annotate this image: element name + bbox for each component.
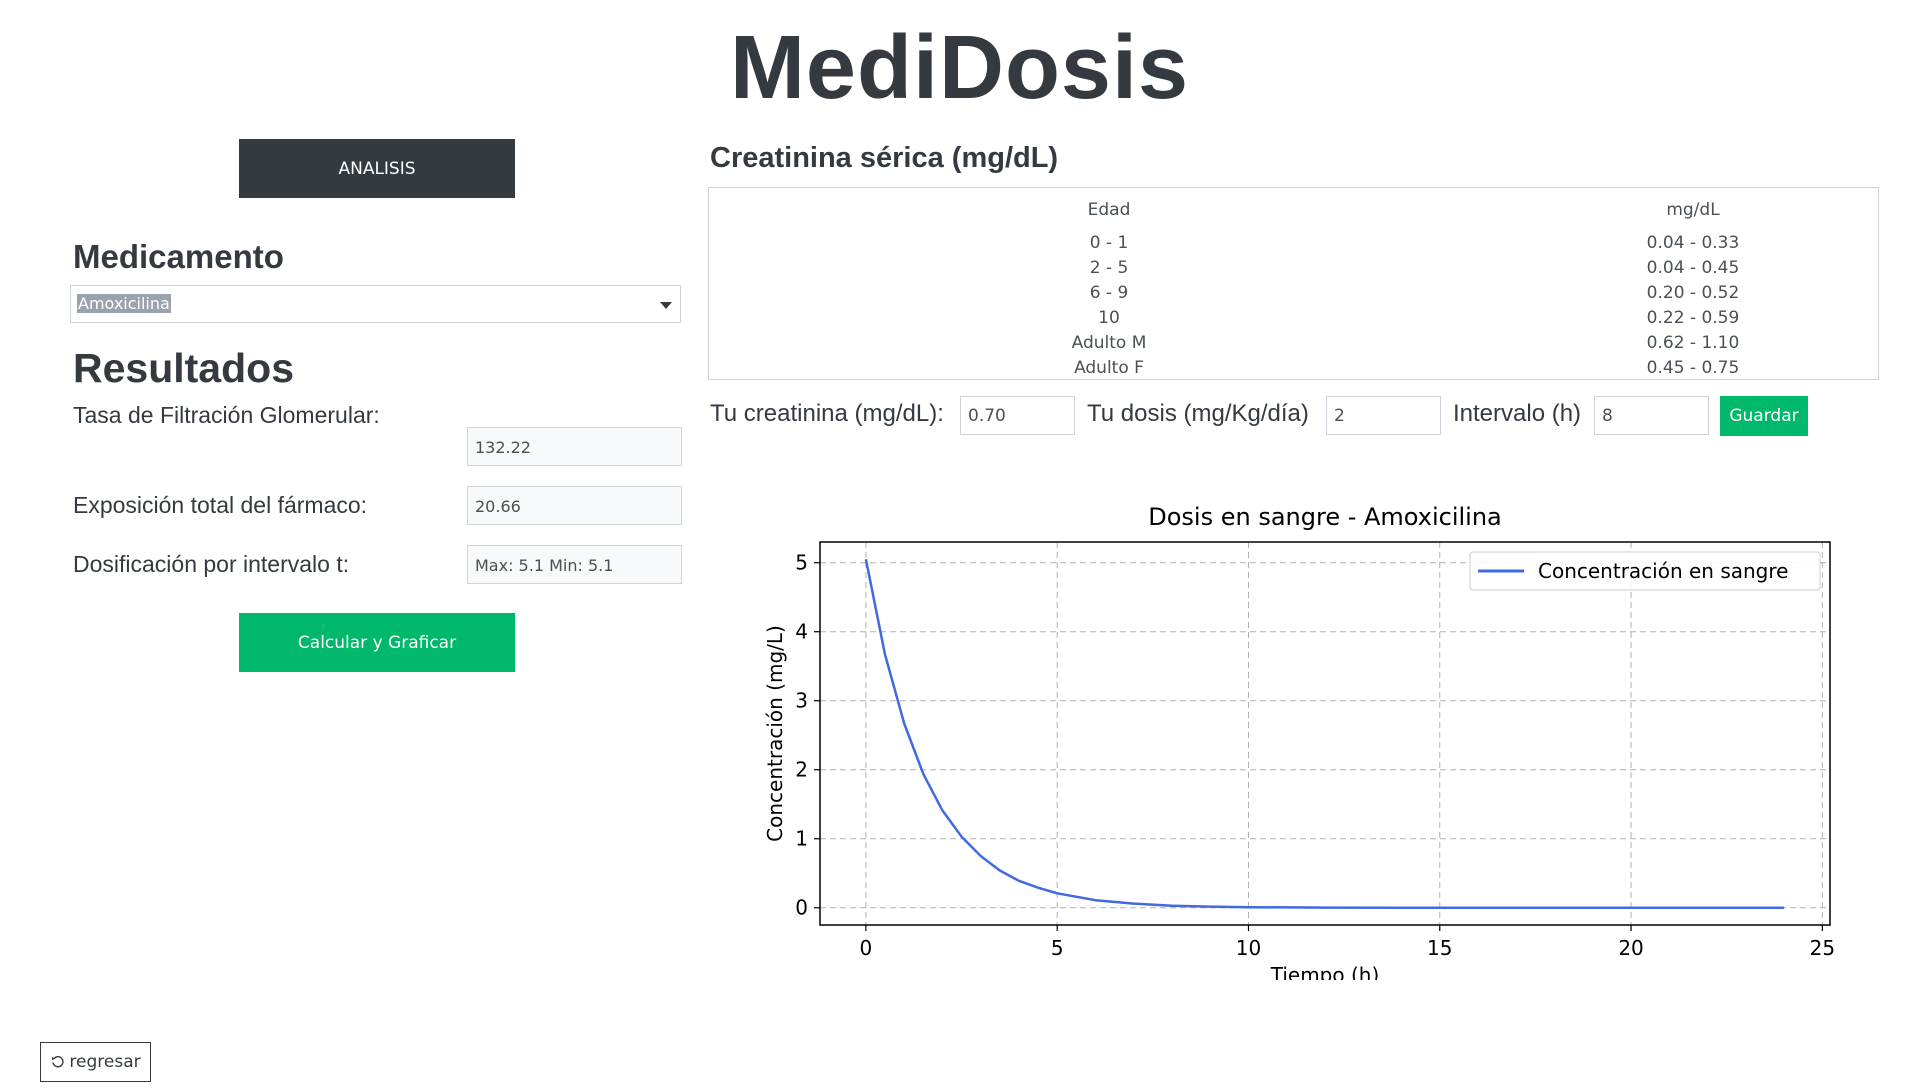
y-tick-label: 1 bbox=[795, 827, 808, 851]
table-cell: 0 - 1 bbox=[1089, 233, 1129, 253]
chevron-down-icon bbox=[660, 302, 672, 309]
dosis-input-label: Tu dosis (mg/Kg/día) bbox=[1087, 400, 1309, 427]
regresar-label: regresar bbox=[69, 1052, 141, 1072]
y-tick-label: 0 bbox=[795, 896, 808, 920]
table-cell: 10 bbox=[1098, 308, 1120, 328]
chart-lines bbox=[864, 559, 1785, 909]
chart-y-axis-label: Concentración (mg/L) bbox=[763, 625, 787, 842]
medicamento-selected-value: Amoxicilina bbox=[77, 294, 171, 313]
guardar-button[interactable]: Guardar bbox=[1720, 396, 1808, 436]
regresar-button[interactable]: regresar bbox=[40, 1042, 151, 1082]
app-title: MediDosis bbox=[729, 18, 1190, 118]
dosis-input[interactable]: 2 bbox=[1326, 396, 1441, 435]
exposicion-label: Exposición total del fármaco: bbox=[73, 492, 368, 518]
table-cell: 0.04 - 0.33 bbox=[1646, 233, 1740, 253]
series-line-concentracion bbox=[864, 559, 1785, 909]
table-header-mgdl: mg/dL bbox=[1666, 200, 1720, 220]
plot-frame bbox=[819, 541, 1831, 926]
creatinina-reference-table: Edad mg/dL 0 - 1 2 - 5 6 - 9 10 Adulto M… bbox=[708, 187, 1879, 380]
x-tick-label: 5 bbox=[1051, 936, 1064, 960]
table-cell: 0.45 - 0.75 bbox=[1646, 358, 1740, 378]
x-tick-label: 0 bbox=[860, 936, 873, 960]
x-tick-label: 20 bbox=[1618, 936, 1643, 960]
table-cell: 2 - 5 bbox=[1089, 258, 1129, 278]
dosificacion-field[interactable]: Max: 5.1 Min: 5.1 bbox=[467, 545, 682, 584]
table-cell: Adulto F bbox=[1074, 358, 1144, 378]
medicamento-heading: Medicamento bbox=[73, 238, 284, 275]
table-cell: 0.22 - 0.59 bbox=[1646, 308, 1740, 328]
undo-icon bbox=[52, 1056, 65, 1068]
table-column-mgdl: 0.04 - 0.33 0.04 - 0.45 0.20 - 0.52 0.22… bbox=[1493, 231, 1893, 381]
table-cell: 0.04 - 0.45 bbox=[1646, 258, 1740, 278]
chart-title: Dosis en sangre - Amoxicilina bbox=[1148, 503, 1501, 531]
intervalo-input-label: Intervalo (h) bbox=[1453, 400, 1582, 427]
legend-entry: Concentración en sangre bbox=[1538, 559, 1788, 583]
table-cell: 6 - 9 bbox=[1089, 283, 1129, 303]
chart-grid bbox=[820, 542, 1830, 925]
creatinina-input-label: Tu creatinina (mg/dL): bbox=[710, 400, 944, 427]
x-tick-label: 10 bbox=[1236, 936, 1261, 960]
creatinina-heading: Creatinina sérica (mg/dL) bbox=[710, 142, 1059, 174]
table-column-edad: 0 - 1 2 - 5 6 - 9 10 Adulto M Adulto F bbox=[909, 231, 1309, 381]
chart-legend: Concentración en sangre bbox=[1469, 551, 1821, 591]
chart-x-axis-label: Tiempo (h) bbox=[1270, 963, 1380, 980]
tfg-label: Tasa de Filtración Glomerular: bbox=[73, 402, 380, 428]
resultados-heading: Resultados bbox=[73, 345, 294, 391]
dosificacion-label: Dosificación por intervalo t: bbox=[73, 551, 350, 577]
table-cell: Adulto M bbox=[1071, 333, 1147, 353]
calcular-graficar-button[interactable]: Calcular y Graficar bbox=[239, 613, 515, 672]
y-tick-label: 2 bbox=[795, 758, 808, 782]
table-cell: 0.20 - 0.52 bbox=[1646, 283, 1740, 303]
chart-ticks: 0 5 10 15 20 25 0 1 2 3 4 5 bbox=[795, 551, 1835, 960]
tfg-field[interactable]: 132.22 bbox=[467, 427, 682, 466]
x-tick-label: 25 bbox=[1810, 936, 1835, 960]
exposicion-field[interactable]: 20.66 bbox=[467, 486, 682, 525]
table-cell: 0.62 - 1.10 bbox=[1646, 333, 1740, 353]
legend-box bbox=[1469, 551, 1821, 591]
analisis-button[interactable]: ANALISIS bbox=[239, 139, 515, 198]
creatinina-input[interactable]: 0.70 bbox=[960, 396, 1075, 435]
y-tick-label: 5 bbox=[795, 551, 808, 575]
intervalo-input[interactable]: 8 bbox=[1594, 396, 1709, 435]
medicamento-select[interactable]: Amoxicilina bbox=[70, 285, 681, 323]
y-tick-label: 3 bbox=[795, 689, 808, 713]
table-header-edad: Edad bbox=[1087, 200, 1131, 220]
x-tick-label: 15 bbox=[1427, 936, 1452, 960]
concentration-chart: 0 5 10 15 20 25 0 1 2 3 4 5 Dosis en sangre - Amoxi… bbox=[763, 503, 1835, 980]
y-tick-label: 4 bbox=[795, 620, 808, 644]
